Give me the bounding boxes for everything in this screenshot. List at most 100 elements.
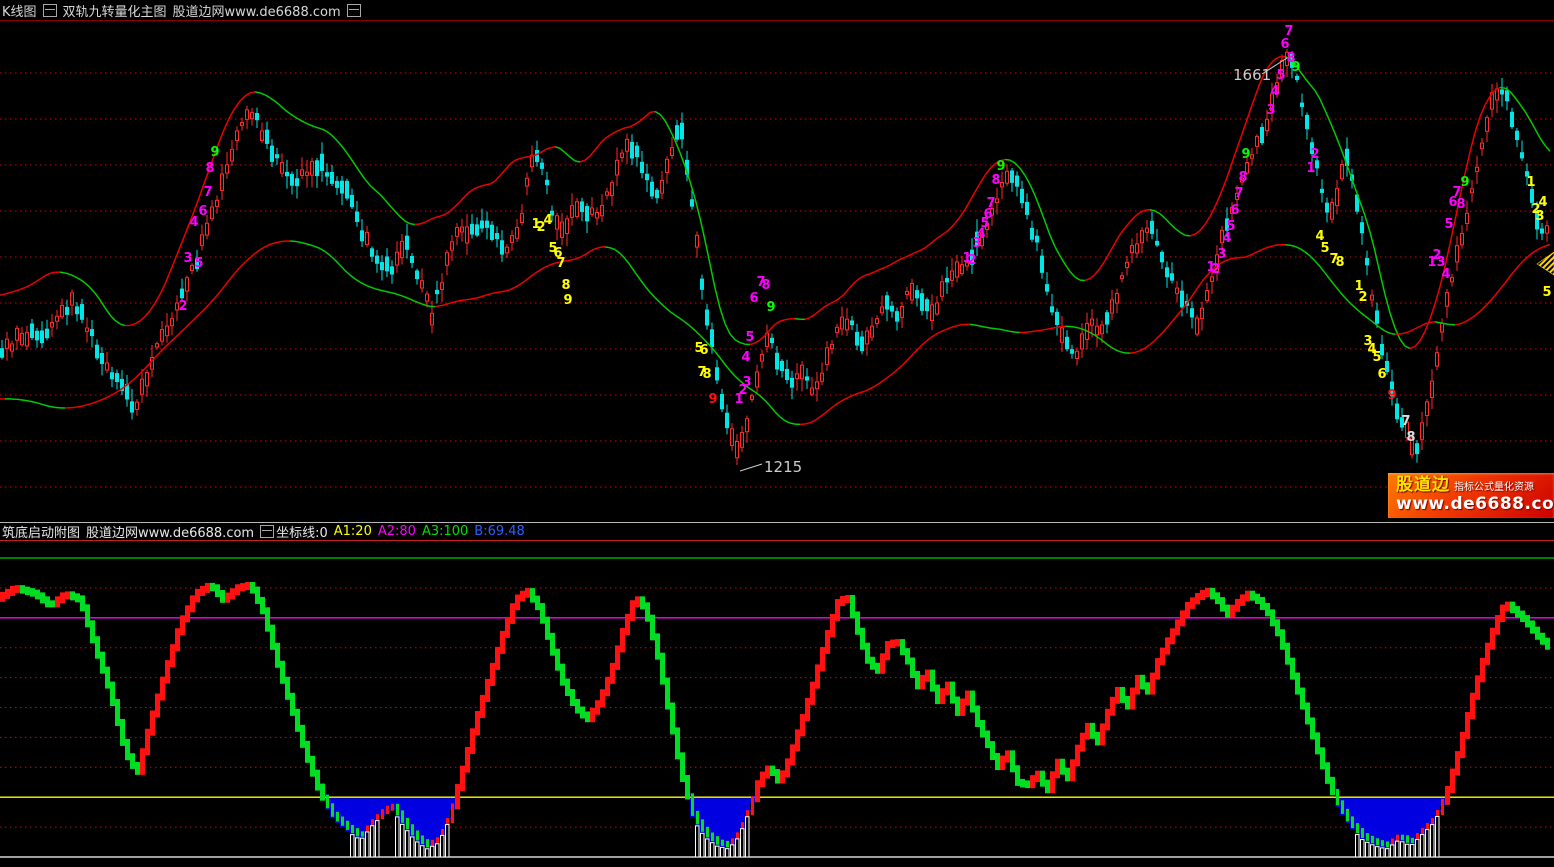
sequence-number: 6 xyxy=(1377,367,1386,382)
sequence-number: 2 xyxy=(1531,202,1540,217)
logo-brand: 股道边 xyxy=(1396,474,1450,495)
sequence-number: 1 xyxy=(1354,279,1363,294)
sequence-number: 1 xyxy=(734,392,743,407)
sequence-number: 6 xyxy=(749,291,758,306)
scroll-right-icon[interactable] xyxy=(1536,251,1554,276)
sequence-number: 9 xyxy=(1387,388,1396,403)
candles xyxy=(0,48,1549,465)
sequence-number: 7 xyxy=(1234,186,1243,201)
sequence-number: 2 xyxy=(178,299,187,314)
sequence-number: 4 xyxy=(1315,229,1324,244)
sequence-number: 3 xyxy=(1363,334,1372,349)
sequence-number: 8 xyxy=(205,161,214,176)
sequence-number: 8 xyxy=(1286,51,1295,66)
sequence-number: 7 xyxy=(1329,252,1338,267)
sequence-number: 9 xyxy=(210,145,219,160)
period-icon[interactable] xyxy=(346,3,361,17)
sequence-number: 5 xyxy=(1372,350,1381,365)
sequence-number: 9 xyxy=(1291,60,1300,75)
sequence-number: 2 xyxy=(1310,147,1319,162)
sequence-number: 5 xyxy=(694,341,703,356)
sequence-number: 7 xyxy=(1284,24,1293,39)
main-site-label: 股道边网www.de6688.com xyxy=(172,4,341,20)
upper-band xyxy=(0,55,1551,350)
sequence-number: 6 xyxy=(198,204,207,219)
sequence-number: 4 xyxy=(189,215,198,230)
sequence-number: 1 xyxy=(1526,175,1535,190)
sequence-number: 7 xyxy=(556,256,565,271)
indicator-b-value: B:69.48 xyxy=(474,524,525,539)
sequence-number: 7 xyxy=(756,275,765,290)
sequence-number: 9 xyxy=(563,293,572,308)
param-a1-value: A1:20 xyxy=(333,524,372,539)
sequence-number: 3 xyxy=(1217,247,1226,262)
main-chart-type-label: K线图 xyxy=(2,4,37,20)
period-icon[interactable] xyxy=(42,3,57,17)
sequence-number: 5 xyxy=(194,256,203,271)
price-label: 1661 xyxy=(1233,66,1271,84)
launch-signal-bars xyxy=(350,816,1440,858)
sequence-number: 8 xyxy=(1456,197,1465,212)
sequence-number: 1 xyxy=(531,217,540,232)
sequence-number: 9 xyxy=(1241,147,1250,162)
sequence-number: 3 xyxy=(972,236,981,251)
sequence-number: 6 xyxy=(983,207,992,222)
price-label: 1215 xyxy=(764,458,802,476)
sequence-number: 7 xyxy=(986,196,995,211)
sub-gridlines xyxy=(0,587,1554,828)
sequence-number: 2 xyxy=(1358,290,1367,305)
sequence-number: 1 xyxy=(962,251,971,266)
sequence-number: 5 xyxy=(1276,68,1285,83)
sequence-number: 1 xyxy=(1206,260,1215,275)
sequence-number: 8 xyxy=(1238,170,1247,185)
sequence-number: 2 xyxy=(967,253,976,268)
sequence-number: 6 xyxy=(1280,37,1289,52)
sequence-number: 8 xyxy=(761,278,770,293)
sequence-number: 8 xyxy=(702,367,711,382)
coord-line-label: 坐标线:0 xyxy=(276,526,328,541)
sub-chart-titlebar[interactable]: 筑底启动附图 股道边网www.de6688.com 坐标线:0 A1:20 A2… xyxy=(0,522,1554,541)
lower-band xyxy=(0,240,1551,426)
sequence-number: 5 xyxy=(1542,285,1551,300)
sequence-number: 9 xyxy=(766,300,775,315)
sequence-number: 5 xyxy=(1444,217,1453,232)
sequence-number: 5 xyxy=(980,216,989,231)
sequence-number: 2 xyxy=(536,220,545,235)
sequence-number: 6 xyxy=(699,343,708,358)
main-indicator-label: 双轨九转量化主图 xyxy=(62,4,167,20)
oscillator-edge-line xyxy=(0,582,1549,844)
sub-chart-panel[interactable] xyxy=(0,543,1554,867)
sequence-number: 7 xyxy=(203,185,212,200)
main-gridlines xyxy=(0,72,1554,488)
sequence-number: 2 xyxy=(1432,248,1441,263)
sequence-number: 4 xyxy=(1222,231,1231,246)
oversold-fill xyxy=(325,798,1445,849)
period-icon[interactable] xyxy=(260,525,275,538)
sequence-number: 3 xyxy=(742,375,751,390)
sequence-number: 9 xyxy=(708,392,717,407)
sequence-number: 7 xyxy=(697,365,706,380)
sequence-number: 3 xyxy=(1436,255,1445,270)
vendor-logo[interactable]: 股道边 指标公式量化资源 www.de6688.com xyxy=(1388,473,1554,518)
sequence-number: 5 xyxy=(548,241,557,256)
sequence-number: 3 xyxy=(183,251,192,266)
oscillator-steps xyxy=(0,581,1550,848)
sequence-number: 9 xyxy=(996,159,1005,174)
sequence-number: 8 xyxy=(1406,430,1415,445)
param-a2-value: A2:80 xyxy=(377,524,416,539)
sub-chart-canvas[interactable] xyxy=(0,543,1554,867)
sub-indicator-label: 筑底启动附图 xyxy=(2,526,81,541)
sub-site-label: 股道边网www.de6688.com xyxy=(86,526,255,541)
sequence-number: 7 xyxy=(1401,414,1410,429)
sequence-number: 4 xyxy=(1367,342,1376,357)
sequence-number: 8 xyxy=(561,278,570,293)
main-chart-titlebar[interactable]: K线图 双轨九转量化主图 股道边网www.de6688.com xyxy=(0,0,1554,21)
sequence-number: 6 xyxy=(1230,203,1239,218)
sequence-number: 1 xyxy=(1427,255,1436,270)
sequence-number: 4 xyxy=(543,213,552,228)
